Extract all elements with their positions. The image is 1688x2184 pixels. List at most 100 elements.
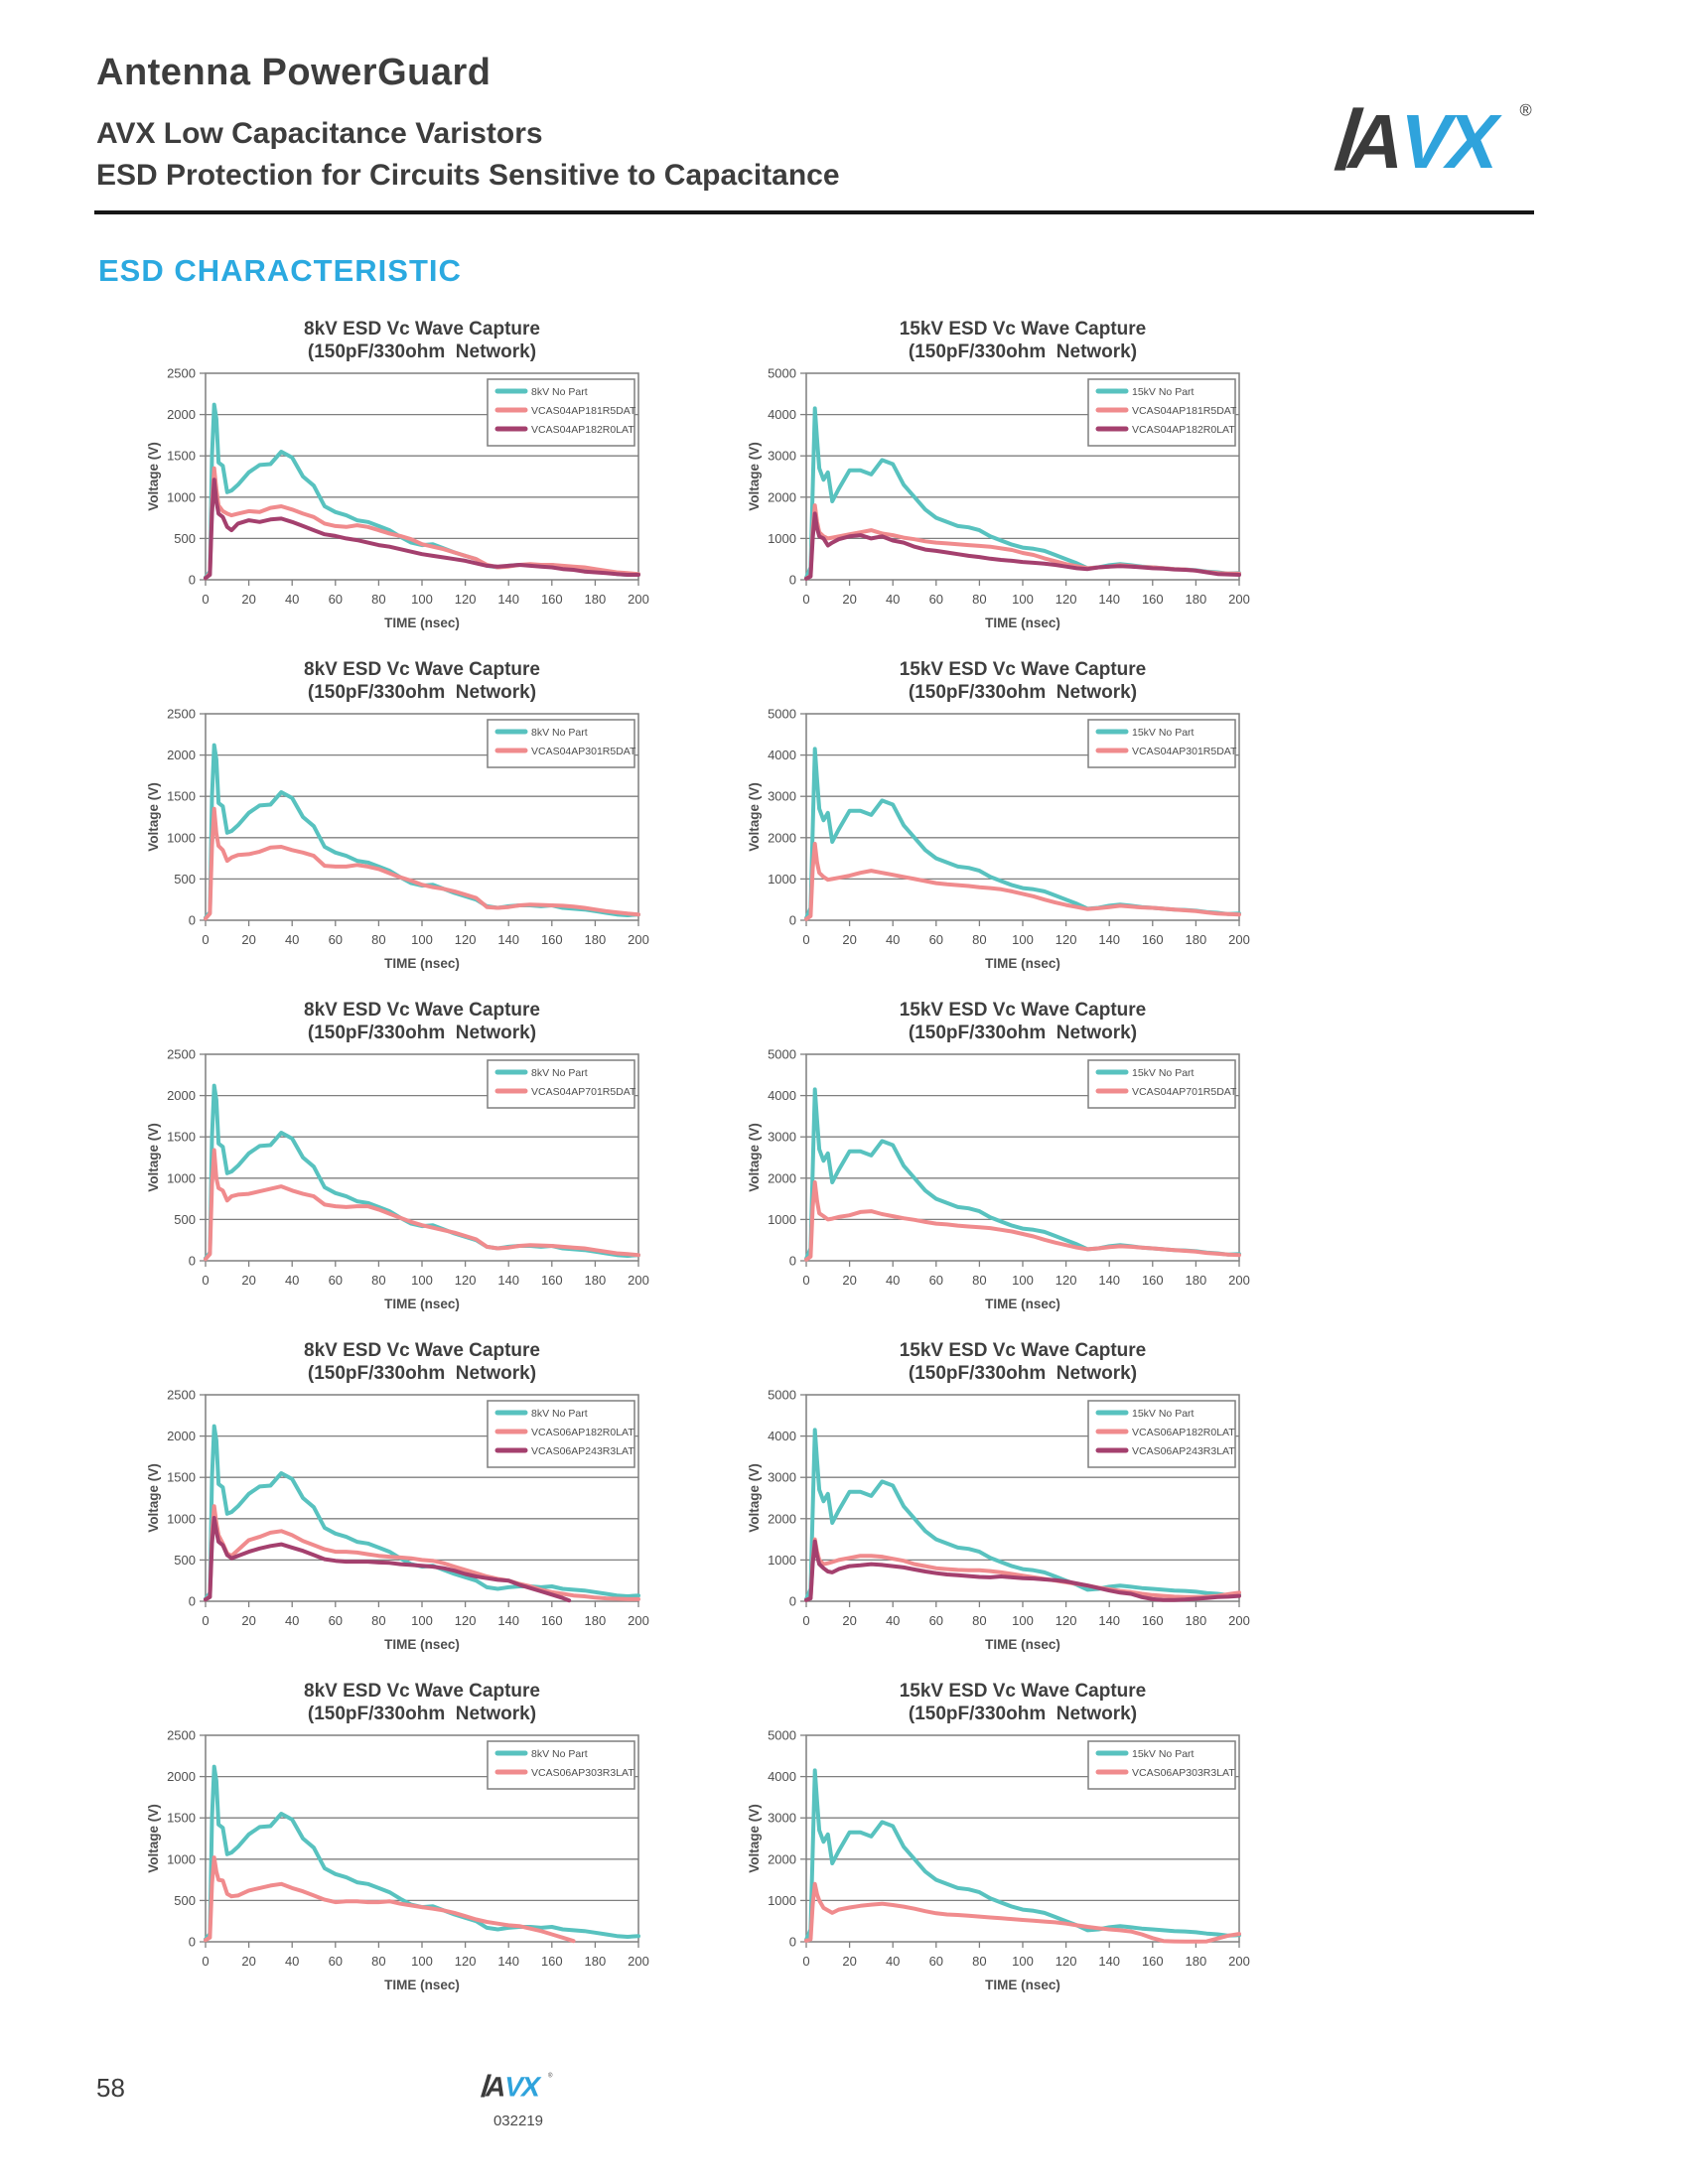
svg-text:1500: 1500	[167, 1470, 196, 1485]
svg-text:Voltage (V): Voltage (V)	[146, 1463, 161, 1533]
svg-text:180: 180	[1186, 932, 1207, 947]
series-15kv-no-part	[804, 1428, 1241, 1601]
svg-text:1000: 1000	[167, 830, 196, 845]
svg-text:2500: 2500	[167, 367, 196, 381]
svg-text:100: 100	[1012, 1954, 1034, 1969]
chart-plot: 0 1000 2000 3000 4000 5000 0 20 40 60 80 100 120 140 1…	[695, 366, 1291, 636]
svg-text:Voltage (V): Voltage (V)	[747, 1463, 762, 1533]
svg-text:1500: 1500	[167, 449, 196, 464]
svg-text:20: 20	[842, 1613, 856, 1628]
svg-text:VCAS06AP243R3LAT: VCAS06AP243R3LAT	[1132, 1445, 1235, 1457]
svg-text:TIME (nsec): TIME (nsec)	[384, 615, 460, 630]
svg-text:60: 60	[329, 1954, 343, 1969]
legend: 15kV No Part VCAS04AP301R5DAT	[1087, 719, 1237, 768]
svg-text:VCAS04AP301R5DAT: VCAS04AP301R5DAT	[531, 746, 636, 757]
avx-logo: AVX ®	[1329, 99, 1547, 185]
svg-text:0: 0	[789, 1935, 796, 1950]
svg-text:Voltage (V): Voltage (V)	[146, 782, 161, 852]
svg-text:5000: 5000	[768, 1729, 796, 1743]
svg-text:0: 0	[202, 592, 209, 607]
svg-text:2000: 2000	[167, 407, 196, 422]
svg-text:20: 20	[241, 932, 255, 947]
svg-text:VCAS04AP181R5DAT: VCAS04AP181R5DAT	[531, 405, 636, 417]
svg-text:20: 20	[241, 592, 255, 607]
chart-plot: 0 1000 2000 3000 4000 5000 0 20 40 60 80 100 120 140 1…	[695, 1728, 1291, 1998]
svg-text:200: 200	[628, 592, 649, 607]
svg-text:40: 40	[886, 932, 900, 947]
svg-text:15kV No Part: 15kV No Part	[1132, 727, 1195, 739]
svg-text:60: 60	[929, 1273, 943, 1288]
chart-8kv-vcas06ap303: 8kV ESD Vc Wave Capture (150pF/330ohm Net…	[94, 1680, 690, 1998]
svg-text:100: 100	[411, 1613, 433, 1628]
svg-text:20: 20	[842, 1954, 856, 1969]
svg-text:100: 100	[1012, 1613, 1034, 1628]
svg-text:1000: 1000	[768, 1553, 796, 1568]
chart-8kv-vcas04ap301: 8kV ESD Vc Wave Capture (150pF/330ohm Net…	[94, 658, 690, 977]
svg-text:15kV No Part: 15kV No Part	[1132, 1748, 1195, 1760]
svg-text:Voltage (V): Voltage (V)	[146, 1123, 161, 1192]
svg-text:120: 120	[455, 592, 477, 607]
svg-text:80: 80	[371, 1273, 385, 1288]
svg-text:120: 120	[1055, 1954, 1077, 1969]
chart-8kv-vcas04ap181: 8kV ESD Vc Wave Capture (150pF/330ohm Net…	[94, 318, 690, 636]
svg-text:60: 60	[929, 1954, 943, 1969]
chart-15kv-vcas04ap301: 15kV ESD Vc Wave Capture (150pF/330ohm Ne…	[695, 658, 1291, 977]
svg-text:20: 20	[241, 1273, 255, 1288]
chart-8kv-vcas04ap701: 8kV ESD Vc Wave Capture (150pF/330ohm Net…	[94, 999, 690, 1317]
svg-text:2500: 2500	[167, 1729, 196, 1743]
svg-text:VCAS06AP303R3LAT: VCAS06AP303R3LAT	[1132, 1767, 1235, 1779]
svg-text:1000: 1000	[167, 489, 196, 504]
svg-text:4000: 4000	[768, 1088, 796, 1103]
svg-text:4000: 4000	[768, 407, 796, 422]
svg-text:5000: 5000	[768, 708, 796, 722]
svg-text:0: 0	[802, 1954, 809, 1969]
svg-text:2000: 2000	[768, 489, 796, 504]
svg-text:40: 40	[886, 1954, 900, 1969]
svg-text:3000: 3000	[768, 1811, 796, 1826]
svg-text:160: 160	[541, 1954, 563, 1969]
chart-plot: 0 1000 2000 3000 4000 5000 0 20 40 60 80 100 120 140 1…	[695, 1388, 1291, 1658]
svg-text:180: 180	[585, 1954, 607, 1969]
svg-text:15kV No Part: 15kV No Part	[1132, 386, 1195, 398]
svg-text:8kV No Part: 8kV No Part	[531, 386, 588, 398]
svg-text:120: 120	[455, 1273, 477, 1288]
svg-text:1000: 1000	[167, 1511, 196, 1526]
series-8kv-no-part	[204, 743, 640, 920]
chart-title: 15kV ESD Vc Wave Capture (150pF/330ohm Ne…	[899, 1340, 1147, 1384]
svg-text:TIME (nsec): TIME (nsec)	[985, 615, 1060, 630]
svg-text:2000: 2000	[768, 830, 796, 845]
chart-svg: 0 500 1000 1500 2000 2500 0 20 40 60 80 100 120 140 16…	[146, 1388, 649, 1653]
svg-text:VCAS06AP303R3LAT: VCAS06AP303R3LAT	[531, 1767, 634, 1779]
svg-text:120: 120	[455, 932, 477, 947]
svg-text:180: 180	[585, 1273, 607, 1288]
svg-text:2000: 2000	[167, 1088, 196, 1103]
svg-text:0: 0	[202, 1954, 209, 1969]
svg-text:2500: 2500	[167, 708, 196, 722]
svg-text:140: 140	[1098, 932, 1120, 947]
svg-text:0: 0	[189, 913, 196, 928]
svg-text:1000: 1000	[167, 1170, 196, 1185]
legend: 15kV No Part VCAS06AP303R3LAT	[1087, 1740, 1236, 1790]
svg-text:5000: 5000	[768, 1389, 796, 1403]
chart-plot: 0 500 1000 1500 2000 2500 0 20 40 60 80 100 120 140 16…	[94, 1728, 690, 1998]
series-vcas06ap303r3lat	[804, 1881, 1241, 1944]
svg-text:0: 0	[789, 1254, 796, 1269]
legend: 15kV No Part VCAS04AP701R5DAT	[1087, 1059, 1237, 1109]
svg-text:40: 40	[886, 1273, 900, 1288]
legend: 15kV No Part VCAS04AP181R5DAT VCAS04AP182R…	[1087, 378, 1237, 447]
svg-text:2000: 2000	[167, 1429, 196, 1443]
svg-text:®: ®	[548, 2073, 553, 2080]
svg-text:100: 100	[411, 932, 433, 947]
svg-text:80: 80	[371, 932, 385, 947]
svg-text:160: 160	[541, 592, 563, 607]
svg-text:0: 0	[189, 1594, 196, 1609]
svg-text:TIME (nsec): TIME (nsec)	[384, 956, 460, 971]
svg-text:VCAS06AP243R3LAT: VCAS06AP243R3LAT	[531, 1445, 634, 1457]
svg-text:60: 60	[329, 1273, 343, 1288]
svg-text:TIME (nsec): TIME (nsec)	[384, 1297, 460, 1311]
svg-text:160: 160	[541, 1273, 563, 1288]
svg-text:200: 200	[1228, 592, 1250, 607]
svg-text:120: 120	[1055, 1273, 1077, 1288]
svg-text:8kV No Part: 8kV No Part	[531, 1067, 588, 1079]
svg-text:0: 0	[802, 1613, 809, 1628]
